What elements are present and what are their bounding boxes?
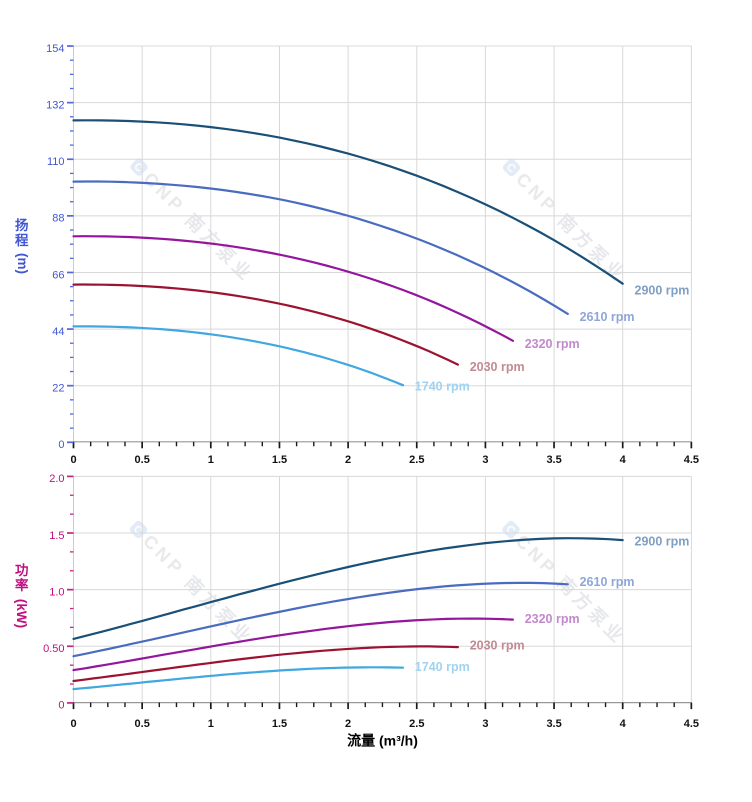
- svg-text:4.5: 4.5: [684, 454, 699, 466]
- svg-text:2030 rpm: 2030 rpm: [470, 639, 525, 653]
- svg-text:2: 2: [345, 718, 351, 730]
- svg-text:0: 0: [58, 700, 64, 712]
- svg-text:4.5: 4.5: [684, 718, 699, 730]
- svg-text:110: 110: [47, 156, 65, 168]
- svg-text:132: 132: [46, 99, 64, 111]
- svg-text:2900 rpm: 2900 rpm: [635, 535, 690, 549]
- svg-text:1: 1: [208, 454, 214, 466]
- svg-text:2900 rpm: 2900 rpm: [635, 284, 690, 298]
- svg-text:2320 rpm: 2320 rpm: [525, 337, 580, 351]
- svg-text:2610 rpm: 2610 rpm: [580, 575, 635, 589]
- svg-text:0.5: 0.5: [135, 454, 150, 466]
- svg-text:3: 3: [482, 718, 488, 730]
- svg-text:4: 4: [620, 718, 627, 730]
- svg-text:流量 (m³/h): 流量 (m³/h): [347, 733, 418, 749]
- svg-text:3.5: 3.5: [546, 454, 561, 466]
- svg-text:44: 44: [52, 326, 64, 338]
- svg-text:0: 0: [58, 439, 64, 451]
- svg-text:1.5: 1.5: [272, 718, 287, 730]
- svg-text:1740 rpm: 1740 rpm: [415, 660, 470, 674]
- svg-text:2.0: 2.0: [49, 473, 64, 485]
- svg-text:66: 66: [52, 269, 64, 281]
- svg-text:2030 rpm: 2030 rpm: [470, 360, 525, 374]
- svg-text:2610 rpm: 2610 rpm: [580, 310, 635, 324]
- svg-text:0: 0: [70, 718, 76, 730]
- svg-text:4: 4: [620, 454, 627, 466]
- svg-text:2320 rpm: 2320 rpm: [525, 612, 580, 626]
- svg-text:1.0: 1.0: [49, 586, 64, 598]
- svg-text:1.5: 1.5: [272, 454, 287, 466]
- svg-text:3: 3: [482, 454, 488, 466]
- svg-text:154: 154: [46, 43, 64, 55]
- svg-text:2: 2: [345, 454, 351, 466]
- svg-text:88: 88: [52, 213, 64, 225]
- svg-text:2.5: 2.5: [409, 454, 424, 466]
- svg-text:2.5: 2.5: [409, 718, 424, 730]
- svg-text:1740 rpm: 1740 rpm: [415, 380, 470, 394]
- svg-text:0: 0: [70, 454, 76, 466]
- svg-text:3.5: 3.5: [546, 718, 561, 730]
- svg-text:22: 22: [52, 383, 64, 395]
- svg-text:0.5: 0.5: [135, 718, 150, 730]
- svg-text:0.50: 0.50: [43, 643, 64, 655]
- svg-text:1: 1: [208, 718, 214, 730]
- svg-text:1.5: 1.5: [49, 530, 64, 542]
